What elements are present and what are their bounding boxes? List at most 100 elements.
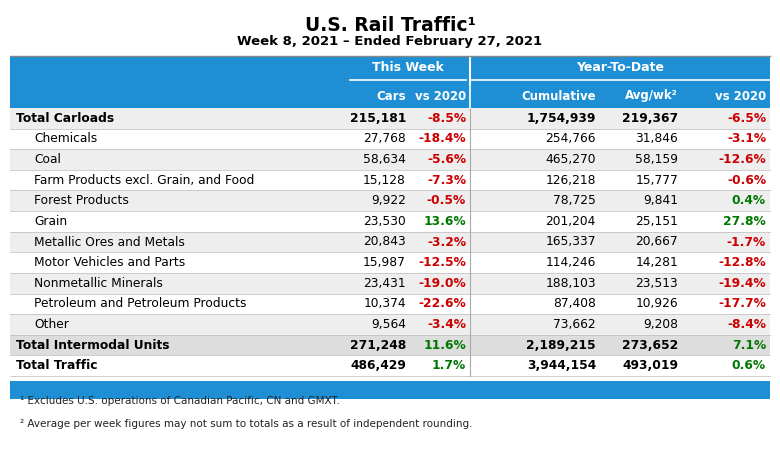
Text: This Week: This Week: [372, 61, 444, 74]
Text: U.S. Rail Traffic¹: U.S. Rail Traffic¹: [304, 16, 476, 35]
Text: Nonmetallic Minerals: Nonmetallic Minerals: [34, 277, 163, 290]
Text: Motor Vehicles and Parts: Motor Vehicles and Parts: [34, 256, 186, 269]
Text: Total Carloads: Total Carloads: [16, 112, 114, 125]
Text: -12.6%: -12.6%: [718, 153, 766, 166]
Text: Total Traffic: Total Traffic: [16, 359, 98, 372]
Text: 2,189,215: 2,189,215: [526, 339, 596, 351]
Bar: [10, 293, 770, 314]
Text: 9,841: 9,841: [643, 194, 678, 207]
Text: 20,667: 20,667: [636, 236, 678, 249]
Text: -12.8%: -12.8%: [718, 256, 766, 269]
Text: 15,777: 15,777: [635, 174, 678, 187]
Text: 0.4%: 0.4%: [732, 194, 766, 207]
Text: 27.8%: 27.8%: [723, 215, 766, 228]
Text: 126,218: 126,218: [545, 174, 596, 187]
Text: -0.5%: -0.5%: [427, 194, 466, 207]
Text: 493,019: 493,019: [622, 359, 678, 372]
Bar: [10, 211, 770, 232]
Text: 58,159: 58,159: [635, 153, 678, 166]
Text: -6.5%: -6.5%: [727, 112, 766, 125]
Text: Other: Other: [34, 318, 69, 331]
Text: ¹ Excludes U.S. operations of Canadian Pacific, CN and GMXT.: ¹ Excludes U.S. operations of Canadian P…: [20, 396, 340, 406]
Text: 215,181: 215,181: [349, 112, 406, 125]
Text: -8.5%: -8.5%: [427, 112, 466, 125]
Text: 254,766: 254,766: [545, 132, 596, 146]
Text: 1,754,939: 1,754,939: [526, 112, 596, 125]
Text: 7.1%: 7.1%: [732, 339, 766, 351]
Text: 188,103: 188,103: [545, 277, 596, 290]
Text: -3.2%: -3.2%: [427, 236, 466, 249]
Text: 114,246: 114,246: [546, 256, 596, 269]
Text: 20,843: 20,843: [363, 236, 406, 249]
Text: ² Average per week figures may not sum to totals as a result of independent roun: ² Average per week figures may not sum t…: [20, 419, 473, 429]
Text: 27,768: 27,768: [363, 132, 406, 146]
Text: 73,662: 73,662: [553, 318, 596, 331]
Text: Metallic Ores and Metals: Metallic Ores and Metals: [34, 236, 185, 249]
Text: Cumulative: Cumulative: [521, 89, 596, 103]
Text: -19.4%: -19.4%: [718, 277, 766, 290]
Text: Coal: Coal: [34, 153, 61, 166]
Bar: [10, 252, 770, 273]
Text: 271,248: 271,248: [349, 339, 406, 351]
Text: -5.6%: -5.6%: [427, 153, 466, 166]
Text: vs 2020: vs 2020: [714, 89, 766, 103]
Text: -0.6%: -0.6%: [727, 174, 766, 187]
Text: Chemicals: Chemicals: [34, 132, 98, 146]
Text: 10,926: 10,926: [636, 297, 678, 310]
Text: -18.4%: -18.4%: [418, 132, 466, 146]
Text: Farm Products excl. Grain, and Food: Farm Products excl. Grain, and Food: [34, 174, 254, 187]
Text: 219,367: 219,367: [622, 112, 678, 125]
Text: 13.6%: 13.6%: [424, 215, 466, 228]
Text: 15,128: 15,128: [363, 174, 406, 187]
Text: 9,564: 9,564: [371, 318, 406, 331]
Text: 58,634: 58,634: [363, 153, 406, 166]
Text: -3.1%: -3.1%: [727, 132, 766, 146]
Bar: [10, 56, 770, 84]
Bar: [10, 129, 770, 149]
Text: vs 2020: vs 2020: [415, 89, 466, 103]
Text: 23,431: 23,431: [363, 277, 406, 290]
Text: 25,151: 25,151: [635, 215, 678, 228]
Text: Petroleum and Petroleum Products: Petroleum and Petroleum Products: [34, 297, 246, 310]
Bar: [10, 84, 770, 108]
Text: 9,922: 9,922: [371, 194, 406, 207]
Text: 201,204: 201,204: [546, 215, 596, 228]
Text: 15,987: 15,987: [363, 256, 406, 269]
Text: Avg/wk²: Avg/wk²: [626, 89, 678, 103]
Text: -7.3%: -7.3%: [427, 174, 466, 187]
Text: -3.4%: -3.4%: [427, 318, 466, 331]
Text: 14,281: 14,281: [635, 256, 678, 269]
Text: Week 8, 2021 – Ended February 27, 2021: Week 8, 2021 – Ended February 27, 2021: [237, 35, 543, 48]
Bar: [10, 170, 770, 190]
Text: -12.5%: -12.5%: [418, 256, 466, 269]
Text: 31,846: 31,846: [635, 132, 678, 146]
Text: 9,208: 9,208: [643, 318, 678, 331]
Text: Cars: Cars: [377, 89, 406, 103]
Bar: [10, 190, 770, 211]
Bar: [10, 108, 770, 129]
Bar: [10, 232, 770, 252]
Text: Total Intermodal Units: Total Intermodal Units: [16, 339, 169, 351]
Text: 0.6%: 0.6%: [732, 359, 766, 372]
Text: Forest Products: Forest Products: [34, 194, 129, 207]
Text: -19.0%: -19.0%: [418, 277, 466, 290]
Text: 486,429: 486,429: [350, 359, 406, 372]
Text: 11.6%: 11.6%: [424, 339, 466, 351]
Text: 165,337: 165,337: [545, 236, 596, 249]
Text: Year-To-Date: Year-To-Date: [576, 61, 664, 74]
Bar: [10, 149, 770, 170]
Text: 78,725: 78,725: [553, 194, 596, 207]
Text: 273,652: 273,652: [622, 339, 678, 351]
Text: 87,408: 87,408: [553, 297, 596, 310]
Text: -1.7%: -1.7%: [727, 236, 766, 249]
Text: 1.7%: 1.7%: [432, 359, 466, 372]
Bar: [10, 381, 770, 399]
Bar: [10, 335, 770, 356]
Bar: [10, 273, 770, 293]
Text: -17.7%: -17.7%: [718, 297, 766, 310]
Text: 10,374: 10,374: [363, 297, 406, 310]
Text: 465,270: 465,270: [545, 153, 596, 166]
Text: 23,530: 23,530: [363, 215, 406, 228]
Text: 3,944,154: 3,944,154: [526, 359, 596, 372]
Text: -22.6%: -22.6%: [418, 297, 466, 310]
